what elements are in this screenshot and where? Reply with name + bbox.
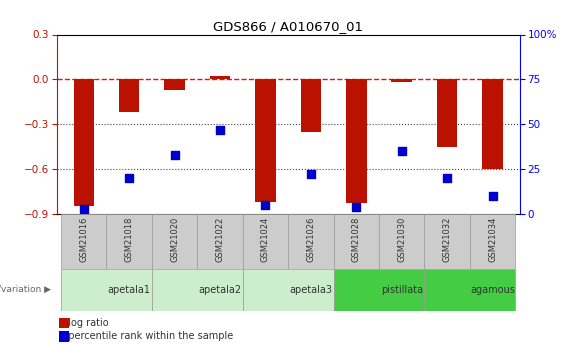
Bar: [301, 79, 321, 132]
Text: log ratio: log ratio: [62, 318, 109, 327]
Bar: [333, 214, 379, 269]
Bar: [61, 269, 152, 310]
Bar: [483, 79, 503, 169]
Bar: [424, 269, 515, 310]
Text: agamous: agamous: [470, 285, 515, 295]
Text: apetala2: apetala2: [198, 285, 242, 295]
Point: [442, 175, 451, 181]
Text: percentile rank within the sample: percentile rank within the sample: [62, 332, 233, 341]
Bar: [255, 79, 276, 202]
Bar: [243, 269, 333, 310]
Bar: [424, 214, 470, 269]
Text: apetala3: apetala3: [289, 285, 332, 295]
Point: [215, 127, 224, 132]
Text: GSM21018: GSM21018: [125, 217, 134, 262]
Bar: [73, 79, 94, 206]
Text: GSM21032: GSM21032: [442, 217, 451, 262]
Bar: [197, 214, 243, 269]
Point: [79, 206, 88, 211]
Text: GSM21030: GSM21030: [397, 217, 406, 262]
Text: apetala1: apetala1: [108, 285, 151, 295]
Bar: [288, 214, 333, 269]
Bar: [437, 79, 457, 147]
Bar: [243, 214, 288, 269]
Bar: [392, 79, 412, 82]
Bar: [152, 269, 243, 310]
Text: GSM21028: GSM21028: [352, 217, 361, 262]
Bar: [470, 214, 515, 269]
Point: [125, 175, 134, 181]
Bar: [119, 79, 140, 112]
Bar: [106, 214, 152, 269]
Bar: [333, 269, 424, 310]
Bar: [379, 214, 424, 269]
Text: pistillata: pistillata: [381, 285, 423, 295]
Text: GSM21020: GSM21020: [170, 217, 179, 262]
Point: [306, 172, 315, 177]
Bar: [61, 214, 106, 269]
Text: GSM21024: GSM21024: [261, 217, 270, 262]
Point: [397, 148, 406, 154]
Bar: [210, 76, 231, 79]
Bar: [152, 214, 197, 269]
Point: [488, 193, 497, 199]
Bar: [346, 79, 367, 204]
Text: GSM21026: GSM21026: [306, 217, 315, 262]
Text: GSM21016: GSM21016: [79, 217, 88, 262]
Point: [352, 204, 361, 209]
Bar: [164, 79, 185, 90]
Point: [170, 152, 179, 157]
Text: genotype/variation ▶: genotype/variation ▶: [0, 285, 51, 294]
Text: GSM21022: GSM21022: [215, 217, 224, 262]
Title: GDS866 / A010670_01: GDS866 / A010670_01: [213, 20, 363, 33]
Point: [261, 202, 270, 208]
Text: GSM21034: GSM21034: [488, 217, 497, 262]
